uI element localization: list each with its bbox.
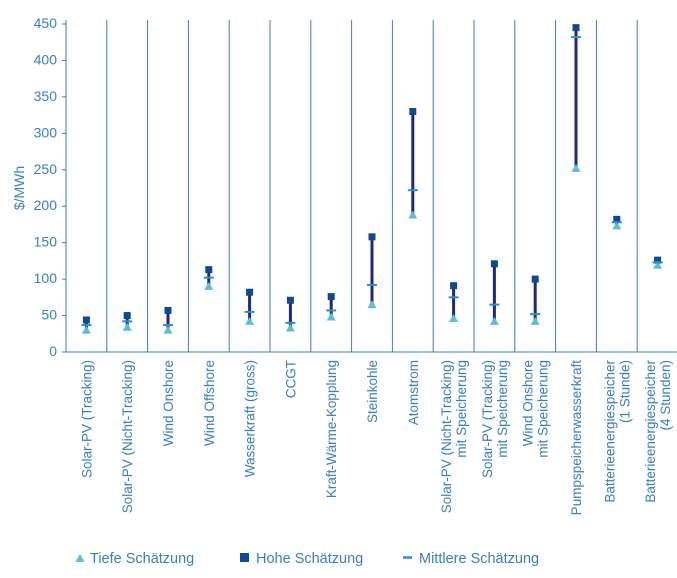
y-tick-label: 50 bbox=[41, 307, 57, 323]
high-estimate-marker bbox=[286, 296, 294, 304]
low-estimate-marker bbox=[245, 316, 255, 325]
low-estimate-marker bbox=[449, 313, 459, 322]
category-label: Steinkohle bbox=[365, 360, 380, 423]
y-tick-label: 200 bbox=[34, 197, 58, 213]
category-label: Solar-PV (Nicht-Tracking) bbox=[120, 360, 135, 513]
low-estimate-marker bbox=[653, 260, 663, 269]
legend-mid-label: Mittlere Schätzung bbox=[419, 551, 539, 567]
low-estimate-marker bbox=[367, 300, 377, 309]
high-estimate-marker bbox=[613, 215, 621, 223]
category-label: Wind Offshore bbox=[202, 360, 217, 446]
high-estimate-marker bbox=[368, 233, 376, 241]
y-axis-label: $/MWh bbox=[11, 166, 27, 210]
y-tick-label: 450 bbox=[34, 15, 58, 31]
high-estimate-marker bbox=[327, 293, 335, 301]
low-estimate-marker bbox=[204, 281, 214, 290]
low-estimate-marker bbox=[612, 221, 622, 230]
low-estimate-marker bbox=[81, 325, 91, 334]
low-estimate-marker bbox=[571, 163, 581, 172]
low-estimate-marker bbox=[489, 316, 499, 325]
category-label: Solar-PV (Tracking) bbox=[480, 360, 495, 478]
low-estimate-marker bbox=[530, 316, 540, 325]
category-label: Batterieenergiespeicher bbox=[602, 360, 617, 503]
category-label: Kraft-Wärme-Kopplung bbox=[324, 360, 339, 498]
category-label: Wasserkraft (gross) bbox=[243, 360, 258, 477]
category-label: Atomstrom bbox=[406, 360, 421, 425]
low-estimate-marker bbox=[163, 325, 173, 334]
high-estimate-marker bbox=[164, 306, 172, 314]
y-tick-label: 250 bbox=[34, 161, 58, 177]
category-label: Batterieenergiespeicher bbox=[643, 360, 658, 503]
category-label: Pumpspeicherwasserkraft bbox=[569, 360, 584, 516]
category-label: (4 Stunden) bbox=[658, 360, 673, 431]
legend-low-label: Tiefe Schätzung bbox=[90, 551, 194, 567]
low-estimate-marker bbox=[122, 322, 132, 331]
category-label: mit Speicherung bbox=[495, 360, 510, 458]
high-estimate-marker bbox=[82, 316, 90, 324]
low-estimate-marker bbox=[285, 323, 295, 332]
category-label: Wind Onshore bbox=[161, 360, 176, 446]
category-label: Solar-PV (Tracking) bbox=[79, 360, 94, 478]
y-tick-label: 150 bbox=[34, 234, 58, 250]
category-label: (1 Stunde) bbox=[617, 360, 632, 423]
high-estimate-marker bbox=[409, 107, 417, 115]
y-tick-label: 300 bbox=[34, 124, 58, 140]
high-estimate-marker bbox=[246, 288, 254, 296]
y-tick-label: 350 bbox=[34, 88, 58, 104]
legend-high-label: Hohe Schätzung bbox=[256, 551, 363, 567]
high-estimate-marker bbox=[490, 260, 498, 268]
category-label: Solar-PV (Nicht-Tracking) bbox=[439, 360, 454, 513]
y-tick-label: 100 bbox=[34, 270, 58, 286]
high-estimate-marker bbox=[123, 312, 131, 320]
low-estimate-marker bbox=[408, 210, 418, 219]
high-estimate-marker bbox=[654, 256, 662, 264]
high-estimate-marker bbox=[531, 275, 539, 283]
category-label: CCGT bbox=[283, 360, 298, 398]
high-estimate-marker bbox=[205, 266, 213, 274]
high-estimate-marker bbox=[450, 282, 458, 290]
y-tick-label: 0 bbox=[49, 343, 57, 359]
legend-high-symbol bbox=[240, 553, 249, 562]
y-tick-label: 400 bbox=[34, 51, 58, 67]
high-estimate-marker bbox=[572, 24, 580, 32]
low-estimate-marker bbox=[326, 312, 336, 321]
category-label: mit Speicherung bbox=[536, 360, 551, 458]
category-label: Wind Onshore bbox=[521, 360, 536, 446]
category-label: mit Speicherung bbox=[454, 360, 469, 458]
legend-low-symbol bbox=[75, 554, 85, 562]
